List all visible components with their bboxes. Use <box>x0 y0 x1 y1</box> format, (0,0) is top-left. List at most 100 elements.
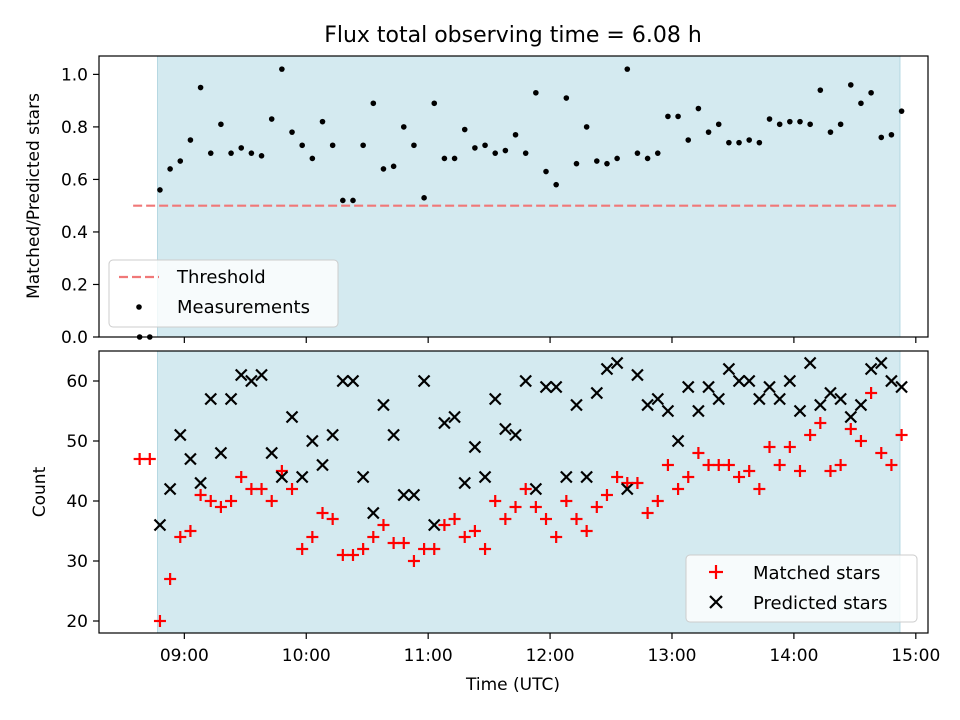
measurement-point <box>390 163 397 170</box>
top-y-tick-label: 0.0 <box>61 328 88 348</box>
predicted-star-point <box>255 368 268 382</box>
top-y-tick-label: 0.4 <box>61 223 88 243</box>
measurement-point <box>776 121 783 128</box>
measurement-point <box>289 129 295 135</box>
measurement-point <box>441 155 448 162</box>
predicted-star-point <box>529 482 543 496</box>
matched-star-point <box>834 459 847 471</box>
measurement-point <box>187 137 194 143</box>
predicted-star-point <box>895 380 908 394</box>
measurement-point <box>705 129 712 135</box>
x-tick-label: 11:00 <box>404 646 453 666</box>
predicted-star-stroke-b <box>468 440 482 454</box>
predicted-star-point <box>438 416 451 430</box>
predicted-star-point <box>600 362 614 376</box>
predicted-star-stroke-b <box>793 404 807 418</box>
measurement-point <box>797 118 803 125</box>
matched-star-point <box>479 543 492 555</box>
predicted-star-stroke-b <box>285 410 299 424</box>
measurement-point <box>746 137 752 143</box>
matched-star-point <box>346 549 359 561</box>
matched-star-point <box>702 459 715 471</box>
predicted-star-stroke-b <box>549 380 563 394</box>
bottom-y-tick-label: 30 <box>66 552 88 572</box>
predicted-star-stroke-b <box>417 374 431 388</box>
bottom-y-tick-label: 40 <box>66 492 88 512</box>
predicted-star-stroke-b <box>509 428 522 442</box>
predicted-star-stroke-b <box>519 374 532 388</box>
measurement-point <box>614 155 620 162</box>
measurement-point <box>634 150 641 156</box>
predicted-star-stroke-b <box>681 380 695 394</box>
matched-star-point <box>265 495 278 507</box>
measurement-point <box>827 129 834 135</box>
top-y-tick-label: 0.8 <box>61 118 88 138</box>
predicted-star-point <box>326 428 339 442</box>
predicted-star-stroke-b <box>377 398 390 412</box>
measurement-point <box>868 89 874 96</box>
legend-measurements-label: Measurements <box>177 297 310 318</box>
matched-star-point <box>651 495 664 507</box>
predicted-star-point <box>874 356 888 370</box>
measurement-point <box>594 158 600 164</box>
predicted-star-point <box>854 398 868 412</box>
predicted-star-point <box>163 482 177 496</box>
matched-star-point <box>875 447 888 459</box>
predicted-star-point <box>539 380 553 394</box>
matched-star-point <box>611 471 624 483</box>
legend-predicted-swatch <box>709 595 723 609</box>
predicted-star-stroke-b <box>448 410 461 424</box>
matched-star-point <box>661 459 674 471</box>
top-y-tick-label: 0.6 <box>61 170 88 190</box>
measurement-point <box>583 124 590 130</box>
measurement-point <box>654 150 661 156</box>
predicted-star-stroke-b <box>814 398 827 412</box>
measurement-point <box>451 155 458 162</box>
matched-star-point <box>641 507 654 519</box>
measurement-point <box>715 121 722 128</box>
measurement-point <box>624 66 631 72</box>
matched-star-point <box>489 495 502 507</box>
measurement-point <box>563 95 570 101</box>
measurement-point <box>847 82 854 88</box>
bottom-y-axis-label: Count <box>30 466 50 517</box>
matched-star-point <box>753 483 766 495</box>
measurement-point <box>817 87 824 93</box>
predicted-star-point <box>631 368 644 382</box>
predicted-star-stroke-b <box>214 446 228 460</box>
matched-star-point <box>560 495 573 507</box>
x-tick-label: 10:00 <box>282 646 331 666</box>
matched-star-point <box>458 531 471 543</box>
predicted-star-stroke-b <box>397 488 411 502</box>
predicted-star-point <box>570 398 583 412</box>
matched-star-point <box>357 543 370 555</box>
predicted-star-point <box>610 356 624 370</box>
matched-star-point <box>672 483 685 495</box>
predicted-star-stroke-b <box>306 434 319 448</box>
measurement-point <box>482 142 488 149</box>
measurement-point <box>512 131 519 138</box>
predicted-star-stroke-b <box>194 476 207 490</box>
predicted-star-point <box>427 518 441 532</box>
predicted-star-point <box>407 488 421 502</box>
predicted-star-stroke-b <box>854 398 868 412</box>
measurement-point <box>858 100 864 107</box>
predicted-star-stroke-b <box>346 374 360 388</box>
matched-star-point <box>194 489 207 501</box>
predicted-star-stroke-b <box>763 380 776 394</box>
predicted-star-point <box>173 428 187 442</box>
matched-star-point <box>631 477 644 489</box>
predicted-star-stroke-b <box>732 374 746 388</box>
measurement-point <box>898 108 905 114</box>
measurement-point <box>157 187 163 193</box>
measurement-point <box>360 142 366 149</box>
predicted-star-point <box>204 392 218 406</box>
measurement-point <box>177 158 184 164</box>
predicted-star-stroke-b <box>184 452 197 466</box>
matched-star-point <box>286 483 299 495</box>
legend-measurements-swatch <box>136 304 142 310</box>
predicted-star-point <box>692 404 705 418</box>
matched-star-point <box>275 465 288 477</box>
predicted-star-stroke-b <box>600 362 614 376</box>
matched-star-point <box>540 513 553 525</box>
